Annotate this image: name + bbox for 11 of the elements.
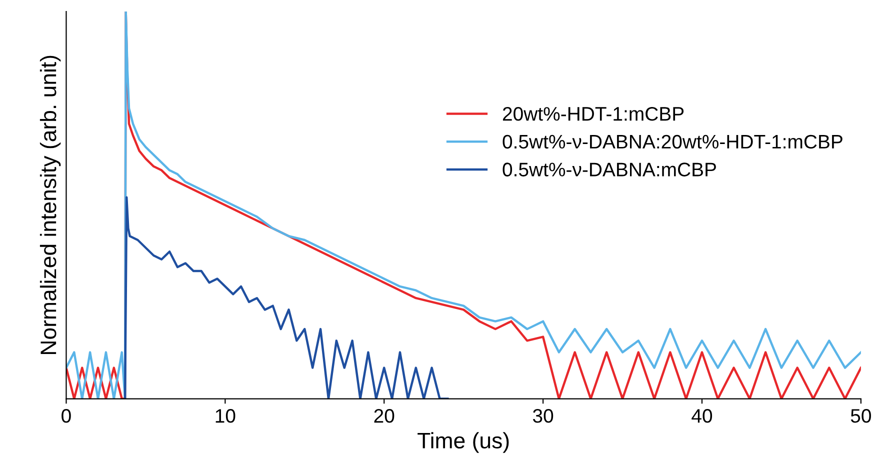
legend-label: 0.5wt%-ν-DABNA:20wt%-HDT-1:mCBP bbox=[502, 134, 842, 149]
x-axis-title: Time (us) bbox=[418, 432, 509, 453]
x-tick-label: 50 bbox=[850, 409, 871, 423]
x-tick-label: 20 bbox=[374, 409, 394, 423]
legend-label: 20wt%-HDT-1:mCBP bbox=[502, 106, 684, 121]
legend-label: 0.5wt%-ν-DABNA:mCBP bbox=[502, 162, 716, 176]
x-tick-label: 30 bbox=[532, 409, 554, 423]
x-tick-label: 10 bbox=[216, 409, 236, 423]
x-tick-label: 40 bbox=[692, 409, 712, 423]
x-tick-label: 0 bbox=[62, 409, 71, 423]
y-axis-title: Normalized intensity (arb. unit) bbox=[40, 56, 61, 354]
